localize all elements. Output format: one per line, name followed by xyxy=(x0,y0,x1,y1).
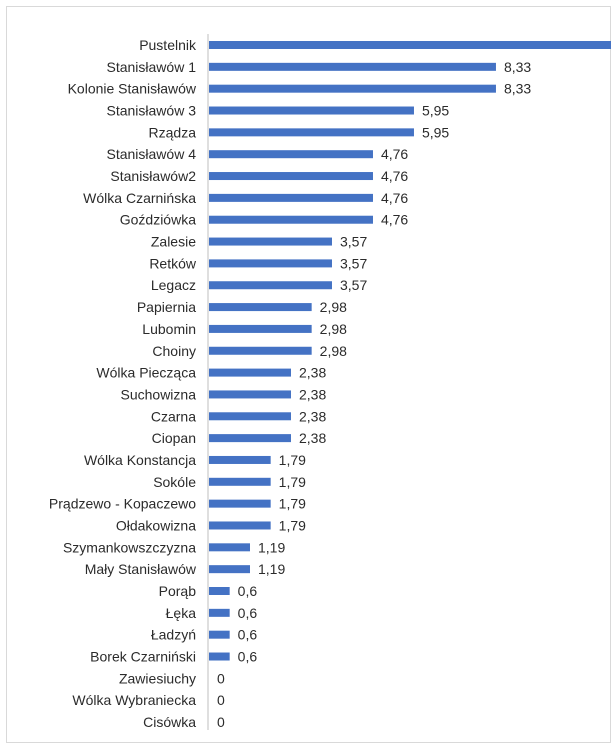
bar xyxy=(209,434,291,443)
category-label: Goździówka xyxy=(120,212,196,228)
category-label: Ciopan xyxy=(152,430,196,446)
category-label: Sokóle xyxy=(153,474,196,490)
data-label: 1,79 xyxy=(279,452,306,468)
data-label: 5,95 xyxy=(422,103,449,119)
data-label: 2,38 xyxy=(299,408,326,424)
bar xyxy=(209,608,230,617)
bar xyxy=(209,455,271,464)
data-label: 0 xyxy=(217,692,225,708)
category-label: Papiernia xyxy=(137,299,196,315)
data-label: 4,76 xyxy=(381,146,408,162)
category-label: Mały Stanisławów xyxy=(85,561,197,577)
category-label: Wólka Piecząca xyxy=(96,365,196,381)
data-label: 0,6 xyxy=(238,627,258,643)
data-label: 2,38 xyxy=(299,365,326,381)
data-label: 3,57 xyxy=(340,234,367,250)
data-label: 5,95 xyxy=(422,124,449,140)
bar xyxy=(209,172,373,181)
data-label: 3,57 xyxy=(340,277,367,293)
data-label: 1,79 xyxy=(279,474,306,490)
data-label: 0,6 xyxy=(238,605,258,621)
bar xyxy=(209,303,312,312)
bar xyxy=(209,106,414,115)
category-label: Ładzyń xyxy=(151,627,196,643)
category-label: Stanisławów 4 xyxy=(107,146,197,162)
bar xyxy=(209,499,271,508)
bar xyxy=(209,412,291,421)
bar xyxy=(209,346,312,355)
category-label: Szymankowszczyzna xyxy=(63,539,196,555)
data-label: 2,98 xyxy=(320,299,347,315)
category-label: Rządza xyxy=(149,124,197,140)
category-label: Pustelnik xyxy=(139,37,197,53)
data-label: 2,98 xyxy=(320,321,347,337)
data-label: 8,33 xyxy=(504,59,531,75)
bar xyxy=(209,565,250,574)
category-label: Retków xyxy=(149,255,197,271)
category-label: Stanisławów2 xyxy=(110,168,196,184)
bar xyxy=(209,652,230,661)
category-label: Zalesie xyxy=(151,234,196,250)
category-label: Stanisławów 3 xyxy=(107,103,197,119)
category-label: Zawiesiuchy xyxy=(119,670,196,686)
category-label: Suchowizna xyxy=(121,386,197,402)
data-label: 2,98 xyxy=(320,343,347,359)
category-label: Wólka Wybraniecka xyxy=(72,692,196,708)
category-label: Lubomin xyxy=(142,321,196,337)
bar xyxy=(209,150,373,159)
data-label: 4,76 xyxy=(381,212,408,228)
bar xyxy=(209,390,291,399)
data-label: 0,6 xyxy=(238,583,258,599)
category-label: Borek Czarniński xyxy=(90,649,196,665)
data-label: 0,6 xyxy=(238,649,258,665)
category-label: Ołdakowizna xyxy=(116,517,196,533)
bar xyxy=(209,128,414,137)
bar xyxy=(209,368,291,377)
category-label: Wólka Konstancja xyxy=(84,452,196,468)
bar xyxy=(209,84,496,93)
category-label: Wólka Czarnińska xyxy=(83,190,196,206)
data-label: 8,33 xyxy=(504,81,531,97)
bar xyxy=(209,193,373,202)
data-label: 0 xyxy=(217,670,225,686)
data-label: 3,57 xyxy=(340,255,367,271)
category-label: Kolonie Stanisławów xyxy=(68,81,197,97)
category-label: Choiny xyxy=(152,343,196,359)
bar xyxy=(209,215,373,224)
bar xyxy=(209,281,332,290)
data-label: 4,76 xyxy=(381,190,408,206)
data-label: 1,79 xyxy=(279,517,306,533)
bar xyxy=(209,630,230,639)
bar xyxy=(209,237,332,246)
category-label: Łęka xyxy=(166,605,197,621)
bar xyxy=(209,521,271,530)
category-label: Stanisławów 1 xyxy=(107,59,197,75)
category-label: Prądzewo - Kopaczewo xyxy=(49,496,196,512)
bar xyxy=(209,62,496,71)
bar xyxy=(209,587,230,595)
data-label: 4,76 xyxy=(381,168,408,184)
bar xyxy=(209,324,312,333)
data-label: 1,79 xyxy=(279,496,306,512)
data-label: 1,19 xyxy=(258,561,285,577)
data-label: 0 xyxy=(217,714,225,730)
category-label: Legacz xyxy=(151,277,196,293)
bar xyxy=(209,543,250,552)
category-label: Cisówka xyxy=(143,714,196,730)
category-label: Czarna xyxy=(151,408,196,424)
data-label: 2,38 xyxy=(299,386,326,402)
bar xyxy=(209,259,332,268)
data-label: 2,38 xyxy=(299,430,326,446)
category-label: Porąb xyxy=(159,583,197,599)
bar xyxy=(209,41,611,49)
bar xyxy=(209,477,271,486)
data-label: 1,19 xyxy=(258,539,285,555)
